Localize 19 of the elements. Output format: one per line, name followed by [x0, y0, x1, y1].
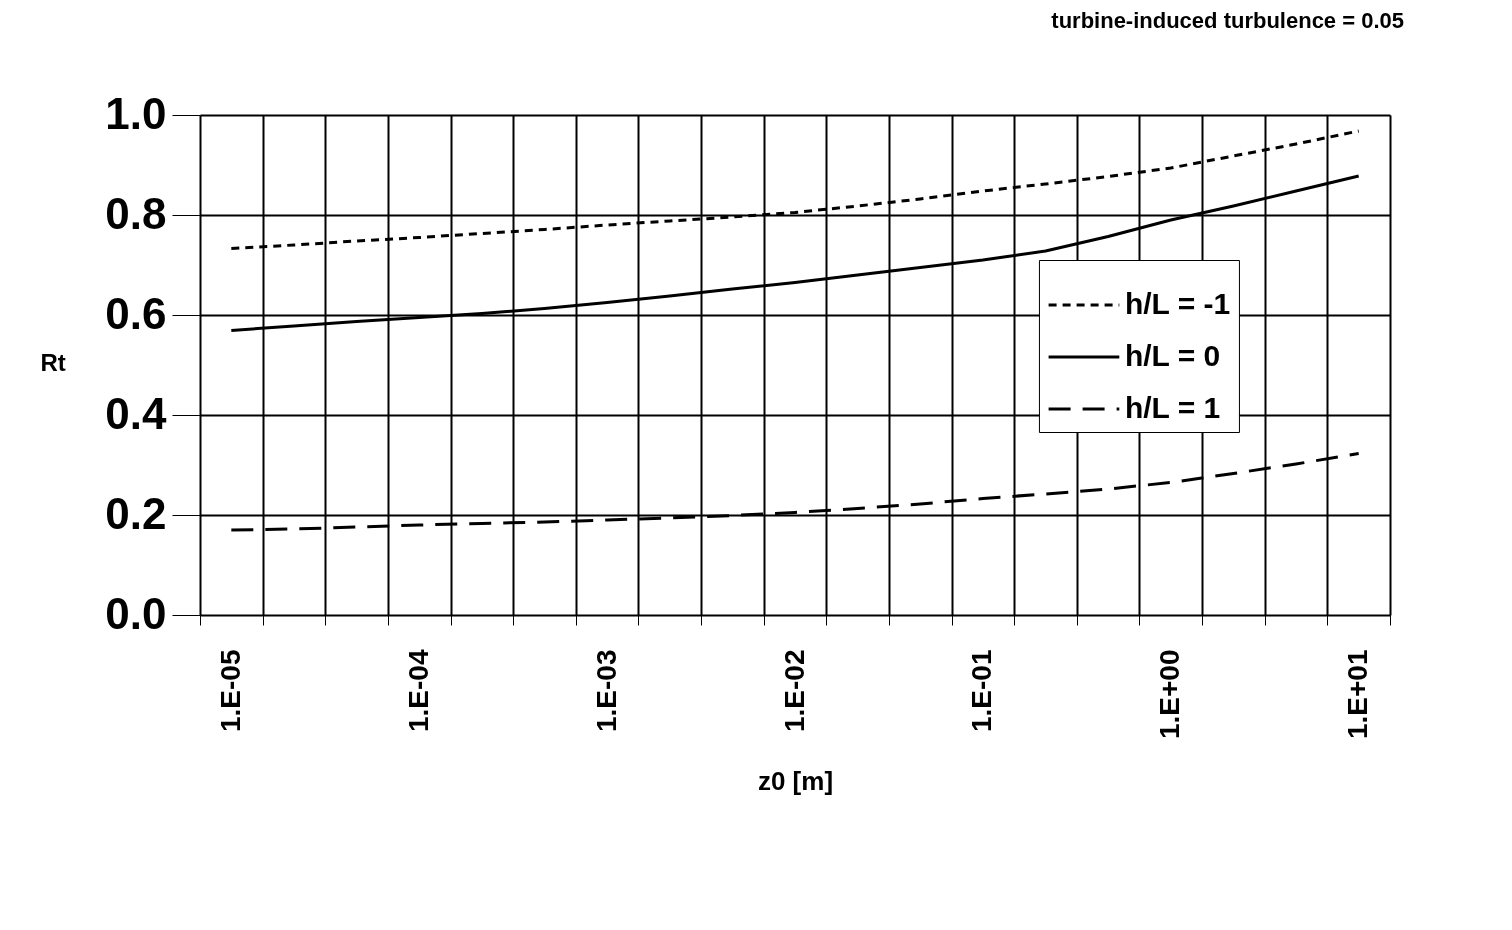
- y-tick-label: 1.0: [105, 88, 167, 138]
- x-tick-label: 1.E-02: [778, 649, 810, 732]
- x-axis-title: z0 [m]: [757, 766, 834, 797]
- chart-title: turbine-induced turbulence = 0.05: [1051, 8, 1404, 33]
- x-tick-label: 1.E-04: [402, 649, 434, 732]
- x-tick-label: 1.E-03: [590, 649, 622, 732]
- y-axis-title: Rt: [40, 348, 66, 376]
- x-tick-label: 1.E+01: [1342, 649, 1374, 740]
- y-tick-label: 0.4: [105, 388, 168, 438]
- y-tick-label: 0.2: [105, 488, 167, 538]
- legend-label: h/L = -1: [1124, 287, 1231, 320]
- legend-label: h/L = 0: [1124, 339, 1221, 372]
- x-tick-label: 1.E+00: [1154, 649, 1186, 740]
- y-tick-label: 0.8: [105, 188, 167, 238]
- legend-label: h/L = 1: [1124, 391, 1221, 424]
- y-tick-label: 0.0: [105, 588, 167, 638]
- y-tick-label: 0.6: [105, 288, 167, 338]
- x-tick-label: 1.E-01: [966, 649, 998, 732]
- x-tick-label: 1.E-05: [214, 649, 246, 732]
